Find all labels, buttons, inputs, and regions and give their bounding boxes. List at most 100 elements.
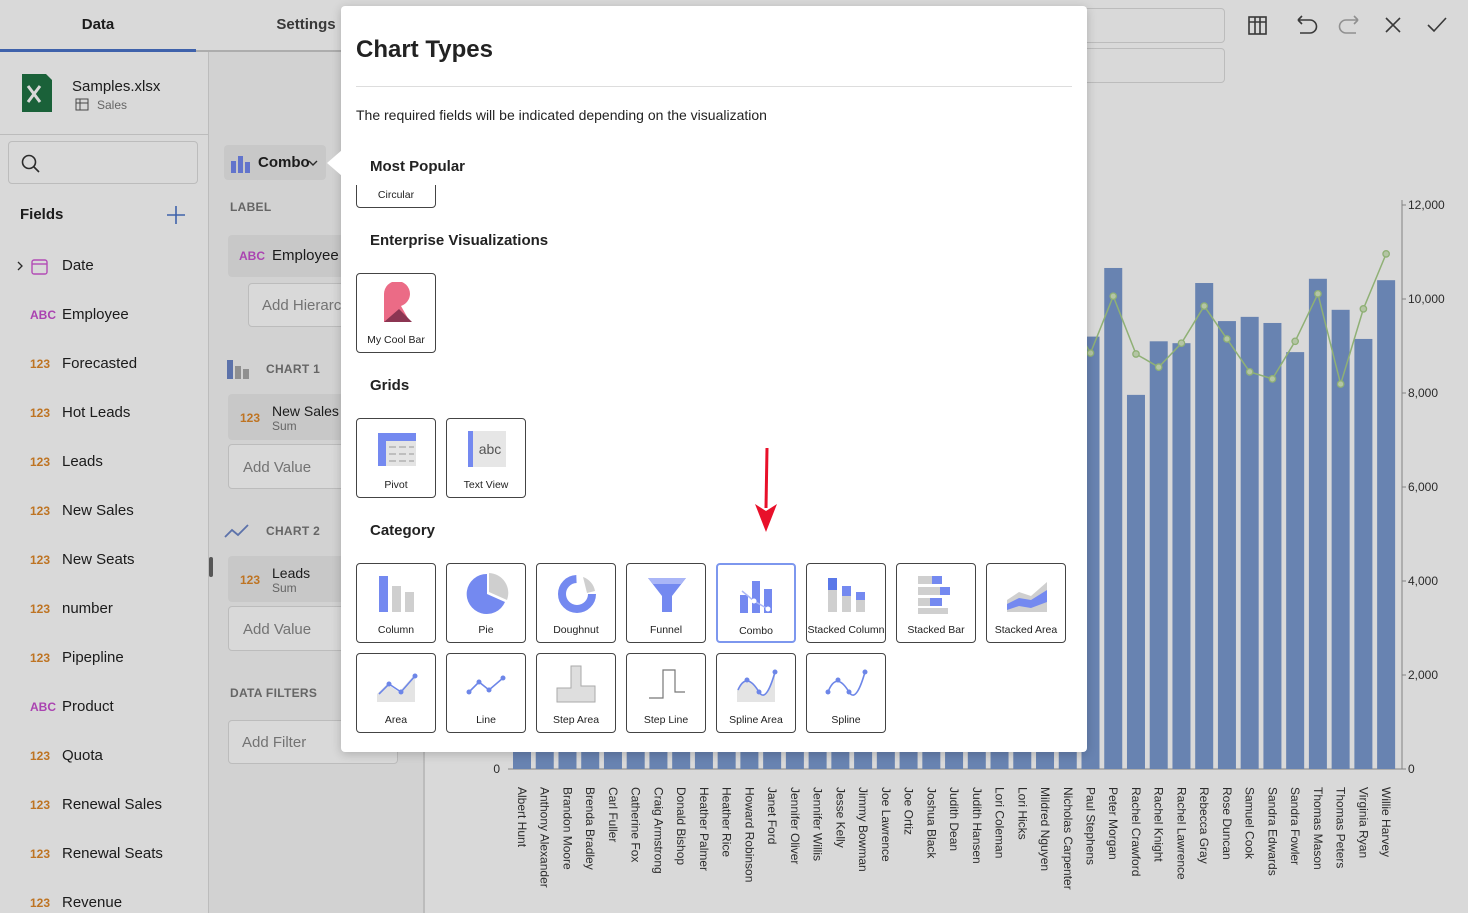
bar	[1308, 278, 1327, 769]
chart-type-tile[interactable]: Column	[356, 563, 436, 643]
tile-label: Line	[476, 714, 496, 726]
field-row[interactable]: 123 Revenue	[0, 883, 208, 913]
field-row[interactable]: 123 Quota	[0, 736, 208, 776]
tile-icon	[466, 675, 506, 695]
x-tick-label: Nicholas Carpenter	[1061, 787, 1075, 890]
chart-type-tile[interactable]: My Cool Bar	[356, 273, 436, 353]
tile-label: Step Area	[552, 714, 600, 726]
field-aggregation: Sum	[272, 581, 297, 595]
tile-icon	[377, 673, 418, 702]
tile-label: Column	[377, 624, 415, 636]
section-title: Category	[370, 522, 436, 539]
x-tick-label: Albert Hunt	[515, 787, 529, 848]
add-field-button[interactable]	[166, 205, 186, 225]
field-pill[interactable]: 123 Leads Sum	[228, 556, 348, 602]
tab-indicator	[0, 49, 196, 52]
chart-type-tile[interactable]: Spline	[806, 653, 886, 733]
title-input[interactable]	[1080, 8, 1225, 43]
tile-icon	[737, 669, 778, 702]
section-title: Enterprise Visualizations	[370, 232, 549, 249]
field-row[interactable]: 123 Hot Leads	[0, 393, 208, 433]
field-pill[interactable]: ABC Employee	[228, 235, 348, 277]
x-tick-label: Jennifer Oliver	[788, 787, 802, 864]
tile-icon	[649, 669, 685, 699]
field-row[interactable]: 123 New Seats	[0, 540, 208, 580]
redo-icon[interactable]	[1338, 15, 1359, 34]
field-row[interactable]: 123 New Sales	[0, 491, 208, 531]
divider	[0, 134, 208, 135]
line-point	[1268, 375, 1277, 383]
field-row[interactable]: 123 Pipepline	[0, 638, 208, 678]
section-title: Grids	[370, 377, 410, 394]
x-tick-label: Paul Stephens	[1084, 787, 1098, 865]
tab[interactable]: Settings	[276, 16, 336, 33]
field-pill[interactable]: 123 New Sales Sum	[228, 394, 348, 440]
confirm-icon[interactable]	[1427, 17, 1447, 33]
x-tick-label: Thomas Mason	[1311, 787, 1325, 870]
x-tick-label: Sandra Fowler	[1288, 787, 1302, 865]
field-type: 123	[30, 553, 51, 567]
field-row[interactable]: Date	[0, 246, 208, 286]
field-row[interactable]: ABC Product	[0, 687, 208, 727]
chart-type-tile[interactable]: Step Line	[626, 653, 706, 733]
line-point	[1223, 335, 1231, 343]
chart-type-tile[interactable]: Pivot	[356, 418, 436, 498]
chart-type-tile[interactable]: Combo	[716, 563, 796, 643]
excel-icon	[22, 74, 52, 112]
search-box[interactable]	[8, 141, 198, 184]
chart-type-tile[interactable]: Step Area	[536, 653, 616, 733]
chart-type-tile[interactable]: Line	[446, 653, 526, 733]
grid-icon[interactable]	[1248, 16, 1267, 35]
field-row[interactable]: 123 Forecasted	[0, 344, 208, 384]
field-type: 123	[30, 651, 51, 665]
chart-type-list: Circular Enterprise Visualizations My Cool…	[341, 185, 1087, 745]
field-row[interactable]: ABC Employee	[0, 295, 208, 335]
line-point	[1132, 350, 1140, 358]
x-tick-label: Anthony Alexander	[538, 787, 552, 888]
field-row[interactable]: 123 number	[0, 589, 208, 629]
chart-type-tile[interactable]: Spline Area	[716, 653, 796, 733]
bar	[1263, 322, 1282, 769]
tile-icon-text: abc	[479, 441, 502, 457]
y2-tick-label: 8,000	[1408, 386, 1438, 400]
chart-type-tile[interactable]: Stacked Bar	[896, 563, 976, 643]
subtitle-input[interactable]	[1080, 48, 1225, 83]
chart-type-tile[interactable]: abc Text View	[446, 418, 526, 498]
field-name: Renewal Seats	[62, 845, 163, 862]
field-row[interactable]: 123 Leads	[0, 442, 208, 482]
x-tick-label: Mildred Nguyen	[1038, 787, 1052, 871]
tab[interactable]: Data	[81, 16, 115, 33]
bar	[1331, 309, 1350, 769]
field-name: Product	[62, 698, 114, 715]
undo-icon[interactable]	[1297, 15, 1318, 34]
tile-label: Step Line	[643, 714, 689, 726]
toolbar	[1248, 15, 1447, 35]
bar	[1104, 267, 1123, 769]
line-point	[1086, 349, 1095, 357]
line-point	[1109, 292, 1118, 301]
x-tick-label: Brenda Bradley	[583, 787, 597, 870]
field-type: 123	[30, 357, 51, 371]
tile-icon	[384, 282, 412, 322]
chart-type-tile[interactable]: Stacked Column	[806, 563, 886, 643]
chart-type-tile[interactable]: Doughnut	[536, 563, 616, 643]
chart-type-tile[interactable]: Circular	[356, 185, 436, 208]
field-row[interactable]: 123 Renewal Sales	[0, 785, 208, 825]
close-icon[interactable]	[1385, 17, 1401, 33]
chart-type-button[interactable]: Combo	[224, 145, 326, 180]
chart-type-tile[interactable]: Area	[356, 653, 436, 733]
tile-icon	[825, 669, 868, 696]
x-tick-label: Rachel Crawford	[1129, 787, 1143, 876]
tile-label: Area	[384, 714, 408, 726]
tile-icon	[558, 575, 596, 613]
x-tick-label: Joe Lawrence	[879, 787, 893, 862]
chart-type-tile[interactable]: Funnel	[626, 563, 706, 643]
field-name: New Sales	[272, 403, 339, 419]
dialog-title: Chart Types	[356, 36, 493, 63]
x-tick-label: Rachel Lawrence	[1174, 787, 1188, 880]
field-row[interactable]: 123 Renewal Seats	[0, 834, 208, 874]
section-heading: CHART 1	[266, 362, 321, 376]
chart-type-tile[interactable]: Pie	[446, 563, 526, 643]
chart-type-tile[interactable]: Stacked Area	[986, 563, 1066, 643]
bar	[1286, 352, 1305, 769]
